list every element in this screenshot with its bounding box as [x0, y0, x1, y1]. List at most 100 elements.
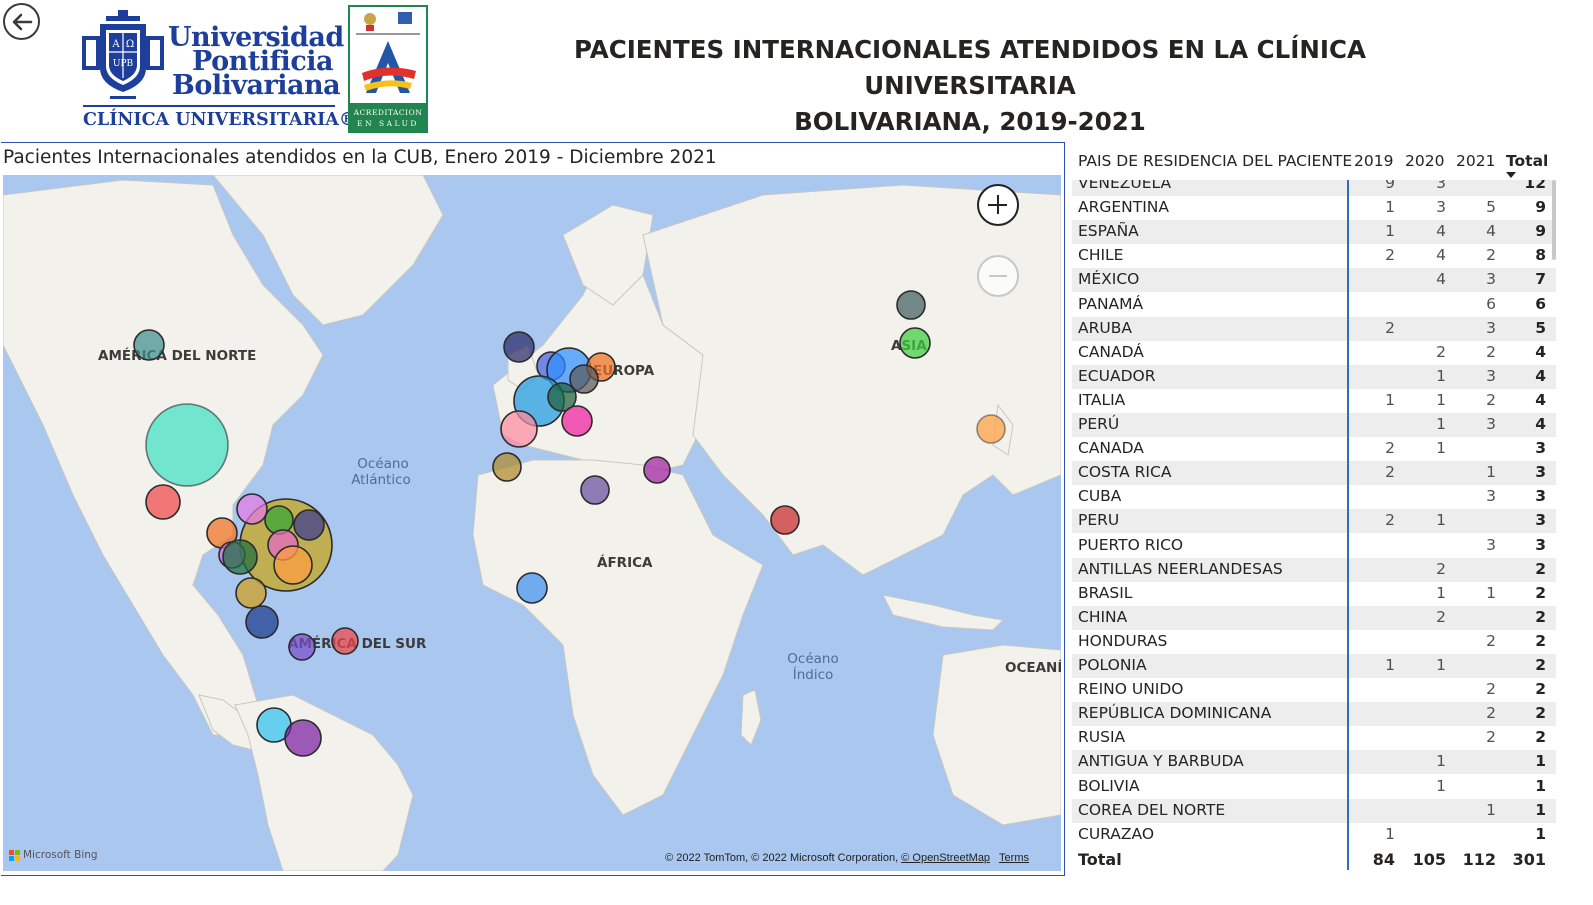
zoom-out-button[interactable]: [977, 255, 1019, 297]
bubble[interactable]: [899, 327, 931, 359]
label-africa: ÁFRICA: [597, 554, 653, 571]
table-row[interactable]: HONDURAS 2 2: [1072, 630, 1556, 654]
bubble[interactable]: [500, 410, 538, 448]
table-row[interactable]: PANAMÁ 6 6: [1072, 293, 1556, 317]
table-row[interactable]: ARUBA 2 3 5: [1072, 316, 1556, 341]
row-country: CANADÁ: [1078, 342, 1144, 361]
land-scandinavia: [562, 204, 654, 306]
table-row[interactable]: COSTA RICA 2 1 3: [1072, 461, 1556, 486]
table-row[interactable]: ANTILLAS NEERLANDESAS 2 2: [1072, 557, 1556, 582]
table-row[interactable]: PUERTO RICO 3 3: [1072, 534, 1556, 558]
row-country: VENEZUELA: [1078, 180, 1172, 192]
table-row[interactable]: BOLIVIA 1 1: [1072, 775, 1556, 799]
openstreetmap-link[interactable]: © OpenStreetMap: [901, 852, 991, 864]
table-row[interactable]: ANTIGUA Y BARBUDA 1 1: [1072, 750, 1556, 775]
back-button[interactable]: [3, 3, 40, 40]
row-2021: 3: [1486, 318, 1496, 337]
table-row[interactable]: PERÚ 1 3 4: [1072, 413, 1556, 437]
row-2020: 1: [1436, 439, 1446, 458]
header-2019[interactable]: 2019: [1354, 152, 1394, 170]
label-indian-2: Índico: [793, 666, 834, 683]
bubble[interactable]: [222, 539, 258, 575]
row-2021: 2: [1486, 728, 1496, 747]
row-2019: 1: [1385, 824, 1395, 843]
row-country: CANADA: [1078, 439, 1144, 458]
row-2019: 2: [1385, 246, 1395, 265]
bubble[interactable]: [273, 545, 313, 585]
table-row[interactable]: ITALIA 1 1 2 4: [1072, 389, 1556, 413]
table-row[interactable]: BRASIL 1 1 2: [1072, 582, 1556, 606]
table-row[interactable]: CANADÁ 2 2 4: [1072, 341, 1556, 365]
table-row[interactable]: COREA DEL NORTE 1 1: [1072, 798, 1556, 823]
microsoft-logo-icon: [9, 849, 20, 861]
row-country: ESPAÑA: [1078, 222, 1139, 241]
row-2020: 1: [1436, 415, 1446, 433]
header-total[interactable]: Total: [1506, 152, 1549, 170]
row-total: 4: [1535, 342, 1546, 361]
upb-logo-rule: [83, 105, 335, 107]
table-row[interactable]: CURAZAO 1 1: [1072, 823, 1556, 844]
total-label: Total: [1078, 850, 1122, 869]
bubble[interactable]: [331, 627, 359, 655]
map-visual: Pacientes Internacionales atendidos en l…: [1, 142, 1065, 876]
bubble[interactable]: [145, 484, 181, 520]
row-2021: 3: [1486, 487, 1496, 506]
row-country: PERÚ: [1078, 415, 1120, 433]
header-country[interactable]: PAIS DE RESIDENCIA DEL PACIENTE: [1078, 152, 1353, 170]
bubble[interactable]: [580, 475, 610, 505]
table-row[interactable]: ECUADOR 1 3 4: [1072, 364, 1556, 389]
bubble[interactable]: [503, 331, 535, 363]
table-row[interactable]: REINO UNIDO 2 2: [1072, 678, 1556, 702]
table-row[interactable]: REPÚBLICA DOMINICANA 2 2: [1072, 702, 1556, 727]
terms-link[interactable]: Terms: [999, 852, 1029, 864]
bubble[interactable]: [133, 329, 165, 361]
table-row[interactable]: ESPAÑA 1 4 4 9: [1072, 220, 1556, 245]
bubble[interactable]: [976, 414, 1006, 444]
table-row[interactable]: CUBA 3 3: [1072, 485, 1556, 509]
bubble[interactable]: [492, 452, 522, 482]
table-row[interactable]: RUSIA 2 2: [1072, 726, 1556, 750]
bubble[interactable]: [770, 505, 800, 535]
table-body[interactable]: VENEZUELA 9 3 12 ARGENTINA 1 3 5 9 ESPAÑA 1 4 4 9 CHIL…: [1072, 180, 1556, 844]
bing-label: Microsoft Bing: [23, 849, 98, 861]
bubble[interactable]: [284, 719, 322, 757]
zoom-in-button[interactable]: [977, 184, 1019, 226]
row-country: CUBA: [1078, 487, 1122, 506]
svg-text:A: A: [111, 39, 120, 50]
bubble[interactable]: [516, 572, 548, 604]
bubble[interactable]: [288, 633, 316, 661]
bubble[interactable]: [569, 364, 599, 394]
bubble[interactable]: [145, 403, 229, 487]
bubble[interactable]: [547, 382, 577, 412]
row-2020: 1: [1436, 583, 1446, 602]
header-2020[interactable]: 2020: [1405, 152, 1445, 170]
map-title: Pacientes Internacionales atendidos en l…: [3, 147, 717, 168]
row-country: ITALIA: [1078, 390, 1126, 409]
bubble[interactable]: [235, 577, 267, 609]
table-row[interactable]: VENEZUELA 9 3 12: [1072, 180, 1556, 196]
row-2021: 1: [1486, 583, 1496, 602]
bubble[interactable]: [245, 605, 279, 639]
header-2021[interactable]: 2021: [1456, 152, 1496, 170]
table-row[interactable]: ARGENTINA 1 3 5 9: [1072, 196, 1556, 220]
bubble[interactable]: [236, 493, 268, 525]
map-canvas[interactable]: AMÉRICA DEL NORTE AMÉRICA DEL SUR EUROPA…: [3, 175, 1061, 871]
row-total: 3: [1535, 439, 1546, 458]
row-country: ARUBA: [1078, 318, 1132, 337]
bubble[interactable]: [896, 290, 926, 320]
row-2019: 2: [1385, 511, 1395, 530]
table-row[interactable]: CANADA 2 1 3: [1072, 437, 1556, 461]
bubble[interactable]: [293, 509, 325, 541]
land-australia: [932, 644, 1061, 826]
bubble[interactable]: [561, 405, 593, 437]
table-row[interactable]: CHILE 2 4 2 8: [1072, 244, 1556, 268]
table-row[interactable]: PERU 2 1 3: [1072, 509, 1556, 534]
row-total: 1: [1535, 824, 1546, 843]
table-scrollbar[interactable]: [1552, 180, 1556, 260]
table-row[interactable]: MÉXICO 4 3 7: [1072, 268, 1556, 293]
row-country: CHILE: [1078, 246, 1124, 265]
bubble[interactable]: [643, 456, 671, 484]
land-indonesia: [882, 594, 1005, 631]
table-row[interactable]: POLONIA 1 1 2: [1072, 654, 1556, 678]
table-row[interactable]: CHINA 2 2: [1072, 605, 1556, 630]
